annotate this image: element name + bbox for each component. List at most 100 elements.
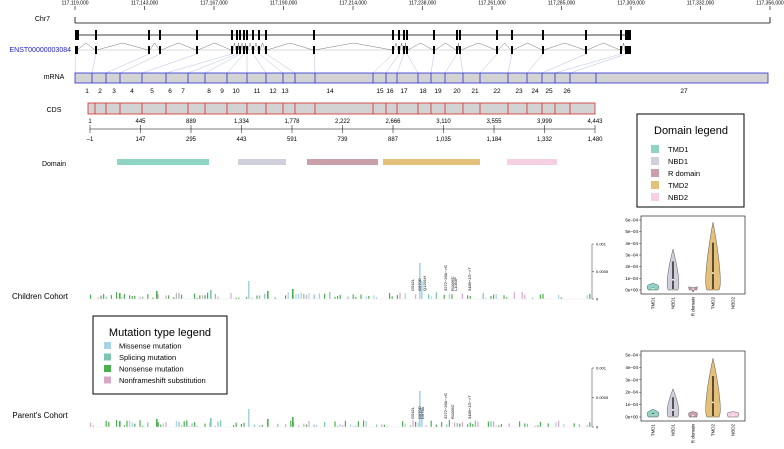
exon-number: 16 xyxy=(386,88,394,95)
gene-exon xyxy=(313,30,315,40)
mutation-bar xyxy=(256,295,258,299)
exon-number: 24 xyxy=(531,88,539,95)
domain-label: Domain xyxy=(42,161,66,168)
mutation-bar xyxy=(308,293,310,299)
mutation-bar xyxy=(503,295,505,299)
genome-tick-label: 117,285,000 xyxy=(548,1,576,7)
mutation-bar xyxy=(451,294,453,299)
mutation-bar xyxy=(316,425,318,427)
cds-aa-tick: 147 xyxy=(135,137,146,143)
cds-nt-tick: 3,555 xyxy=(486,119,502,125)
cds-label: CDS xyxy=(47,107,62,114)
exon-number: 25 xyxy=(545,88,553,95)
violin-category-label: TMD2 xyxy=(711,297,716,310)
mutation-bar xyxy=(162,423,164,427)
cohort-y-tick: 0.001 xyxy=(596,366,607,371)
mutation-bar xyxy=(318,293,320,299)
mutation-bar xyxy=(539,421,541,427)
mutation-legend-label: Nonsense mutation xyxy=(119,365,184,374)
mutation-label: G542L xyxy=(410,406,415,419)
gene-structure xyxy=(74,30,631,74)
genome-tick-label: 117,309,000 xyxy=(617,1,645,7)
mutation-legend-label: Nonframeshift substitution xyxy=(119,376,206,385)
mutation-bar xyxy=(474,420,476,427)
parents-y-axis: 0.001 0.0005 0 xyxy=(591,366,609,430)
mutation-bar xyxy=(430,420,432,427)
exon-number: 22 xyxy=(493,88,501,95)
mutation-bar xyxy=(235,297,237,299)
mutation-legend-swatch xyxy=(104,353,111,361)
cohort-y-tick: 0.0005 xyxy=(596,395,609,400)
children-y-axis: 0.001 0.0005 0 xyxy=(591,242,609,302)
mutation-bar xyxy=(324,293,326,299)
genome-tick-label: 117,119,000 xyxy=(61,1,88,7)
exon-number: 2 xyxy=(98,88,102,95)
gene-exon xyxy=(398,30,400,40)
mutation-bar xyxy=(376,297,378,299)
mutation-label: 3272−26A−>G xyxy=(443,265,448,291)
mutation-bar xyxy=(196,297,198,299)
cds-aa-tick: 443 xyxy=(236,137,247,143)
mutation-bar-peak xyxy=(210,418,212,427)
gene-exon xyxy=(456,30,458,40)
cds-bar xyxy=(87,102,596,115)
mutation-bar xyxy=(537,425,539,427)
genome-tick-label: 117,143,000 xyxy=(131,1,159,7)
mutation-bar xyxy=(386,425,388,427)
mutation-bar xyxy=(485,297,487,299)
mutation-bar xyxy=(409,425,411,427)
mutation-bar xyxy=(365,421,367,427)
violin-category-label: NBD2 xyxy=(731,424,736,437)
cds-nt-tick: 3,999 xyxy=(537,119,553,125)
violin-y-tick: 1e−04 xyxy=(625,276,638,281)
mutation-bar xyxy=(435,424,437,427)
mutation-bar xyxy=(123,293,125,299)
genome-tick-label: 117,214,000 xyxy=(339,1,367,7)
mutation-bar xyxy=(563,423,565,427)
mutation-bar xyxy=(441,422,443,427)
mutation-bar xyxy=(277,423,279,427)
mutation-bar xyxy=(181,294,183,299)
mutation-bar xyxy=(352,294,354,299)
mutation-bar xyxy=(261,424,263,427)
mutation-bar xyxy=(495,294,497,299)
mutation-bar xyxy=(251,297,253,299)
mutation-bar xyxy=(194,422,196,427)
mutation-bar-peak xyxy=(156,419,158,427)
exon-number: 7 xyxy=(181,88,185,95)
violin-y-tick: 0e+00 xyxy=(625,415,638,420)
mutation-bar-peak xyxy=(419,263,421,299)
mutation-bar xyxy=(235,422,237,427)
mutation-bar xyxy=(376,424,378,427)
mutation-bar-peak xyxy=(119,421,121,427)
exon-number: 26 xyxy=(563,88,571,95)
mutation-bar xyxy=(500,424,502,427)
mutation-bar xyxy=(391,296,393,299)
gene-exon xyxy=(75,30,79,40)
mutation-bar xyxy=(274,297,276,299)
mutation-bar xyxy=(589,293,591,299)
mutation-bar xyxy=(214,425,216,427)
mutation-bar xyxy=(157,422,159,427)
mutation-bar xyxy=(233,424,235,427)
domain-legend-swatch xyxy=(651,181,659,189)
cds-aa-tick: –1 xyxy=(87,137,94,143)
mutation-label: G970D xyxy=(417,278,422,291)
mutation-bar xyxy=(461,293,463,299)
mutation-label: R1066C xyxy=(450,276,455,291)
mutation-bar xyxy=(578,424,580,427)
mutation-bar xyxy=(191,423,193,427)
mutation-bar xyxy=(428,294,430,299)
mutation-bar xyxy=(389,292,391,299)
mutation-bar xyxy=(313,424,315,427)
domain-legend-swatch xyxy=(651,145,659,153)
mutation-bar xyxy=(259,425,261,427)
mutation-bar xyxy=(435,292,437,299)
exon-number: 9 xyxy=(220,88,224,95)
mutation-bar xyxy=(547,423,549,427)
exon-number: 6 xyxy=(168,88,172,95)
violin-y-tick: 3e−04 xyxy=(625,377,638,382)
mutation-bar xyxy=(298,425,300,427)
mutation-bar xyxy=(508,423,510,427)
